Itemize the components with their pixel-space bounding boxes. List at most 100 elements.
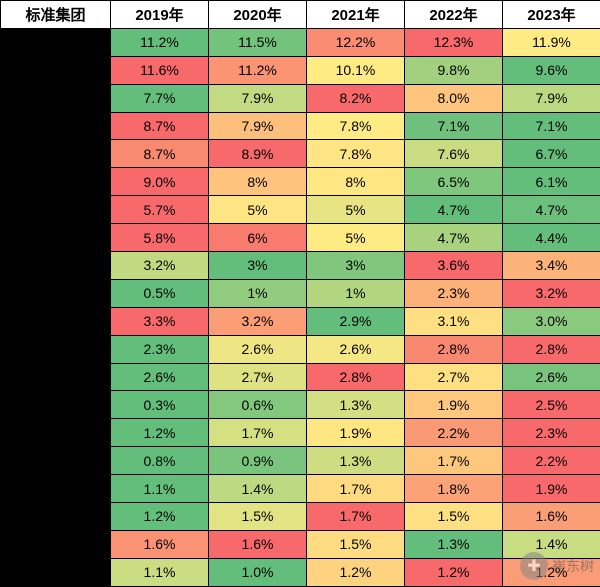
heat-cell: 1.7%: [405, 447, 503, 475]
heat-cell: 1.6%: [503, 503, 600, 531]
table-row: 11.6%11.2%10.1%9.8%9.6%: [1, 56, 600, 84]
heat-cell: 1.6%: [111, 530, 209, 558]
table-row: 5.8%6%5%4.7%4.4%: [1, 224, 600, 252]
row-label: [1, 140, 111, 168]
heat-cell: 1%: [307, 279, 405, 307]
table-row: 0.5%1%1%2.3%3.2%: [1, 279, 600, 307]
col-header: 2023年: [503, 1, 600, 29]
heat-cell: 3.3%: [111, 307, 209, 335]
header-row: 标准集团2019年2020年2021年2022年2023年: [1, 1, 600, 29]
col-header: 2020年: [209, 1, 307, 29]
heat-cell: 2.8%: [503, 335, 600, 363]
heat-cell: 2.6%: [111, 363, 209, 391]
heat-cell: 5%: [209, 196, 307, 224]
heat-cell: 3.6%: [405, 252, 503, 280]
heat-cell: 7.9%: [209, 112, 307, 140]
heat-cell: 2.6%: [209, 335, 307, 363]
heat-cell: 4.7%: [503, 196, 600, 224]
heat-cell: 3.2%: [209, 307, 307, 335]
table-body: 11.2%11.5%12.2%12.3%11.9%11.6%11.2%10.1%…: [1, 28, 600, 586]
heat-cell: 2.9%: [307, 307, 405, 335]
heat-cell: 2.2%: [405, 419, 503, 447]
heat-cell: 7.7%: [111, 84, 209, 112]
heat-cell: 11.2%: [111, 28, 209, 56]
heat-cell: 1.5%: [405, 503, 503, 531]
heat-cell: 1.2%: [405, 558, 503, 586]
heat-cell: 2.3%: [405, 279, 503, 307]
col-header: 2021年: [307, 1, 405, 29]
heat-cell: 3.2%: [503, 279, 600, 307]
row-label: [1, 363, 111, 391]
heat-cell: 1%: [209, 279, 307, 307]
table-row: 1.1%1.4%1.7%1.8%1.9%: [1, 475, 600, 503]
heat-cell: 8.2%: [307, 84, 405, 112]
table-row: 1.2%1.5%1.7%1.5%1.6%: [1, 503, 600, 531]
heat-cell: 3.0%: [503, 307, 600, 335]
row-label: [1, 84, 111, 112]
heat-cell: 7.1%: [405, 112, 503, 140]
row-label: [1, 335, 111, 363]
table-row: 1.1%1.0%1.2%1.2%1.2%: [1, 558, 600, 586]
heat-cell: 7.8%: [307, 112, 405, 140]
row-label: [1, 224, 111, 252]
heat-cell: 4.7%: [405, 196, 503, 224]
heat-cell: 1.0%: [209, 558, 307, 586]
heat-cell: 2.2%: [503, 447, 600, 475]
heat-cell: 3.4%: [503, 252, 600, 280]
heat-cell: 2.5%: [503, 391, 600, 419]
heat-cell: 11.5%: [209, 28, 307, 56]
table-row: 7.7%7.9%8.2%8.0%7.9%: [1, 84, 600, 112]
table-row: 3.3%3.2%2.9%3.1%3.0%: [1, 307, 600, 335]
table-row: 9.0%8%8%6.5%6.1%: [1, 168, 600, 196]
heat-cell: 5.8%: [111, 224, 209, 252]
heat-cell: 1.5%: [209, 503, 307, 531]
row-label: [1, 447, 111, 475]
heat-cell: 1.2%: [111, 503, 209, 531]
row-label: [1, 307, 111, 335]
table-row: 1.2%1.7%1.9%2.2%2.3%: [1, 419, 600, 447]
heat-cell: 3%: [209, 252, 307, 280]
row-label: [1, 252, 111, 280]
heat-cell: 10.1%: [307, 56, 405, 84]
heat-cell: 1.8%: [405, 475, 503, 503]
row-label: [1, 168, 111, 196]
heat-cell: 8.7%: [111, 140, 209, 168]
table-row: 0.8%0.9%1.3%1.7%2.2%: [1, 447, 600, 475]
heat-cell: 0.3%: [111, 391, 209, 419]
heat-cell: 7.1%: [503, 112, 600, 140]
row-label: [1, 419, 111, 447]
heat-cell: 2.7%: [405, 363, 503, 391]
heat-cell: 4.4%: [503, 224, 600, 252]
col-header: 标准集团: [1, 1, 111, 29]
heat-cell: 5.7%: [111, 196, 209, 224]
table-row: 0.3%0.6%1.3%1.9%2.5%: [1, 391, 600, 419]
row-label: [1, 391, 111, 419]
heat-cell: 1.9%: [307, 419, 405, 447]
heatmap-table: 标准集团2019年2020年2021年2022年2023年 11.2%11.5%…: [0, 0, 600, 587]
heat-cell: 2.3%: [503, 419, 600, 447]
table-row: 2.3%2.6%2.6%2.8%2.8%: [1, 335, 600, 363]
heat-cell: 1.4%: [209, 475, 307, 503]
heat-cell: 1.3%: [307, 391, 405, 419]
row-label: [1, 558, 111, 586]
row-label: [1, 530, 111, 558]
heat-cell: 4.7%: [405, 224, 503, 252]
heat-cell: 8%: [307, 168, 405, 196]
heat-cell: 11.6%: [111, 56, 209, 84]
row-label: [1, 503, 111, 531]
heat-cell: 2.8%: [307, 363, 405, 391]
heat-cell: 6.1%: [503, 168, 600, 196]
heat-cell: 9.0%: [111, 168, 209, 196]
heat-cell: 1.3%: [307, 447, 405, 475]
heat-cell: 11.2%: [209, 56, 307, 84]
table-row: 3.2%3%3%3.6%3.4%: [1, 252, 600, 280]
heat-cell: 1.7%: [307, 475, 405, 503]
heat-cell: 1.1%: [111, 558, 209, 586]
heat-cell: 8%: [209, 168, 307, 196]
heat-cell: 6.7%: [503, 140, 600, 168]
heat-cell: 3%: [307, 252, 405, 280]
col-header: 2019年: [111, 1, 209, 29]
heat-cell: 6.5%: [405, 168, 503, 196]
table-row: 5.7%5%5%4.7%4.7%: [1, 196, 600, 224]
heat-cell: 7.9%: [503, 84, 600, 112]
